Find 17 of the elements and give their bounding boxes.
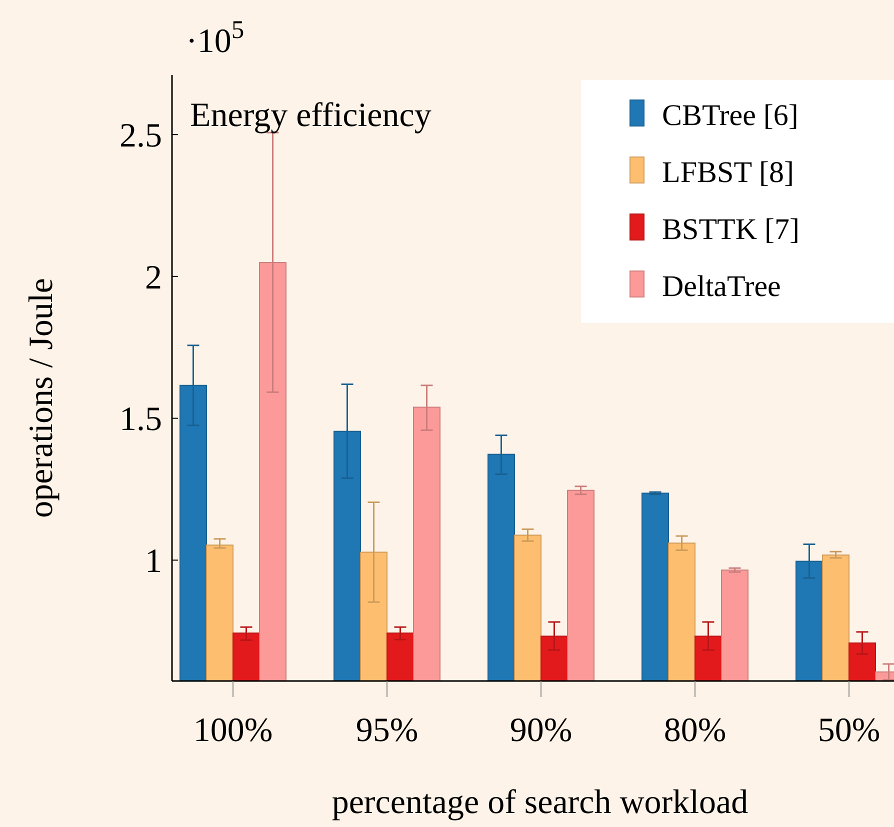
legend-label: DeltaTree [662,270,781,303]
y-axis-title: operations / Joule [23,278,60,518]
x-tick-label: 95% [356,712,418,749]
x-tick-label: 90% [510,712,572,749]
y-tick-label: 2 [145,259,162,296]
legend-label: LFBST [8] [662,156,794,189]
x-tick-label: 100% [193,712,273,749]
text: ·10$^{5}$ [186,14,244,60]
x-tick-label: 50% [818,712,880,749]
legend-label: BSTTK [7] [662,213,800,246]
text: Energy efficiency [190,97,432,134]
x-axis-title: percentage of search workload [332,784,748,821]
legend-label: CBTree [6] [662,99,798,132]
x-tick-label: 80% [664,712,726,749]
y-tick-label: 1.5 [120,401,162,438]
y-tick-label: 2.5 [120,117,162,154]
y-tick-label: 1 [145,543,162,580]
